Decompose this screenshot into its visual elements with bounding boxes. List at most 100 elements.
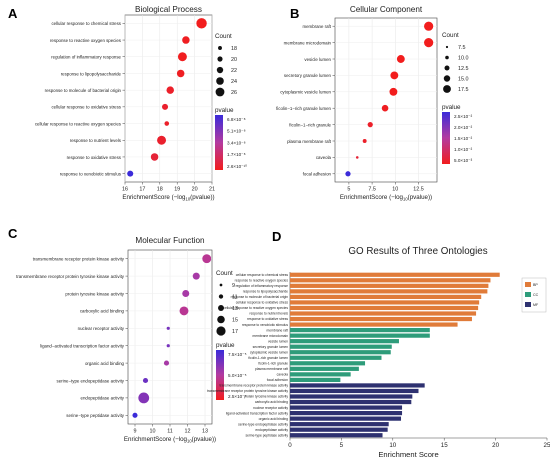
panel-letter: B <box>290 6 299 21</box>
bar <box>290 305 479 311</box>
category-label: response to reactive oxygen species <box>50 38 122 43</box>
color-legend-label: 1.7×10⁻⁸ <box>227 152 246 157</box>
panel-letter: A <box>8 6 18 21</box>
category-label: caveola <box>316 155 332 160</box>
data-point <box>345 171 351 177</box>
category-label: ficolin-1-rich granule lumen <box>248 356 288 360</box>
panel-title: Molecular Function <box>135 236 205 245</box>
category-label: carboxylic acid binding <box>255 400 288 404</box>
x-tick-label: 5 <box>347 187 350 193</box>
data-point <box>150 153 159 161</box>
category-label: cellular response to reactive oxygen spe… <box>35 121 122 126</box>
x-tick-label: 0 <box>288 442 292 449</box>
category-label: endopeptidase activity <box>255 428 288 432</box>
category-label: organic acid binding <box>85 361 125 366</box>
size-legend-title: Count <box>216 270 233 277</box>
category-label: cellular response to chemical stress <box>236 273 289 277</box>
x-tick-label: 25 <box>544 442 550 449</box>
x-tick-label: 12 <box>185 429 191 435</box>
legend-swatch <box>525 302 531 307</box>
category-label: ligand-activated transcription factor ac… <box>226 411 288 415</box>
panel-title: Biological Process <box>135 5 202 14</box>
category-label: focal adhesion <box>303 172 332 177</box>
x-tick-label: 9 <box>134 429 137 435</box>
bar <box>290 361 366 366</box>
bar <box>290 294 482 300</box>
category-label: response to molecule of bacterial origin <box>45 88 122 93</box>
bar <box>290 300 480 305</box>
bar <box>290 350 391 355</box>
category-label: cytoplasmic vesicle lumen <box>250 350 288 354</box>
size-legend-label: 11 <box>232 295 238 301</box>
size-legend-dot <box>218 46 222 50</box>
size-legend-dot <box>217 315 225 324</box>
category-label: cytoplasmic vesicle lumen <box>280 90 331 95</box>
data-point <box>166 344 170 348</box>
size-legend-dot <box>216 326 226 336</box>
panel-letter: C <box>8 226 18 241</box>
size-legend-label: 10.0 <box>458 56 469 62</box>
x-tick-label: 16 <box>122 187 128 193</box>
x-tick-label: 10 <box>392 187 398 193</box>
bar <box>290 383 425 388</box>
bar <box>290 422 389 427</box>
category-label: ligand−activated transcription factor ac… <box>40 344 125 349</box>
bar <box>290 427 388 432</box>
color-legend-bar <box>216 350 224 400</box>
bar <box>290 377 341 383</box>
size-legend-dot <box>443 75 451 82</box>
color-legend-title: pvalue <box>216 342 235 349</box>
category-label: ficolin−1−rich granule lumen <box>276 106 331 111</box>
data-point <box>182 290 190 297</box>
data-point <box>396 55 405 63</box>
category-label: nuclear receptor activity <box>78 326 125 331</box>
category-label: secretory granule lumen <box>253 345 289 349</box>
panel-title: GO Results of Three Ontologies <box>348 246 487 257</box>
size-legend-label: 9 <box>232 283 235 289</box>
color-legend-label: 1.5×10⁻² <box>454 136 473 141</box>
legend-swatch <box>525 282 531 287</box>
category-label: response to lipopolysaccharide <box>61 71 122 76</box>
size-legend-label: 22 <box>231 68 237 74</box>
x-tick-label: 12.5 <box>413 187 424 193</box>
category-label: cellular response to reactive oxygen spe… <box>223 306 288 310</box>
data-point <box>138 392 150 404</box>
x-axis-label: Enrichment Score <box>378 450 438 459</box>
data-point <box>355 156 359 159</box>
category-label: serine−type endopeptidase activity <box>57 378 125 383</box>
bar <box>290 394 413 399</box>
color-legend-label: 2.0×10⁻² <box>454 125 473 130</box>
color-legend-label: 3.4×10⁻⁸ <box>227 140 246 145</box>
size-legend-dot <box>216 66 224 74</box>
size-legend-title: Count <box>215 33 232 40</box>
data-point <box>132 412 138 418</box>
size-legend-label: 26 <box>231 90 237 96</box>
legend-swatch <box>525 292 531 297</box>
x-tick-label: 18 <box>157 187 163 193</box>
plot-frame <box>124 14 213 183</box>
category-label: cellular response to oxidative stress <box>51 105 121 110</box>
category-label: vesicle lumen <box>268 339 288 343</box>
size-legend-dot <box>216 77 224 85</box>
data-point <box>164 121 170 126</box>
data-point <box>424 38 434 48</box>
color-legend-bar <box>442 112 450 164</box>
size-legend-dot <box>444 65 450 71</box>
category-label: response to molecule of bacterial origin <box>231 295 289 299</box>
category-label: membrane microdomain <box>252 334 288 338</box>
x-tick-label: 20 <box>192 187 198 193</box>
bar <box>290 355 382 360</box>
size-legend-label: 13 <box>232 306 238 312</box>
size-legend-dot <box>218 305 224 311</box>
x-axis-label: EnrichmentScore (−log10(pvalue)) <box>124 436 216 444</box>
x-tick-label: 17 <box>139 187 145 193</box>
category-label: ficolin−1−rich granule <box>289 122 331 127</box>
legend-label: MF <box>533 303 539 307</box>
data-point <box>196 18 207 29</box>
data-point <box>157 135 167 145</box>
category-label: serine-type endopeptidase activity <box>238 422 288 426</box>
category-label: endopeptidase activity <box>81 396 125 401</box>
category-label: response to oxidative stress <box>67 155 122 160</box>
category-label: nuclear receptor activity <box>253 406 288 410</box>
category-label: cellular response to oxidative stress <box>236 301 289 305</box>
